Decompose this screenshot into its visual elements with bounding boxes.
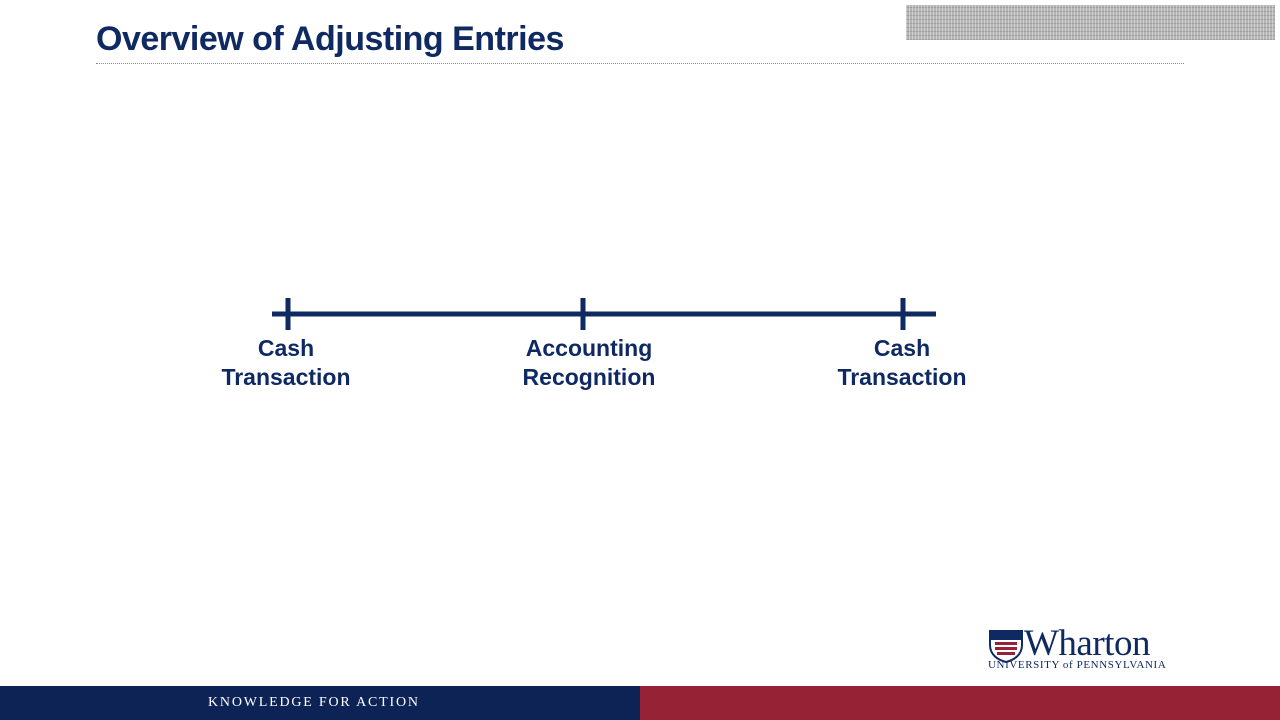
timeline-label-cash-transaction-start: Cash Transaction — [221, 335, 351, 390]
wharton-logo: Wharton UNIVERSITY of PENNSYLVANIA — [987, 624, 1192, 674]
footer-bar-navy: KNOWLEDGE FOR ACTION — [0, 686, 640, 720]
redacted-image-block — [906, 5, 1275, 40]
title-divider — [96, 63, 1184, 64]
logo-wordmark: Wharton — [1024, 623, 1150, 664]
footer-tagline: KNOWLEDGE FOR ACTION — [208, 695, 420, 710]
timeline-label-cash-transaction-end: Cash Transaction — [837, 335, 967, 390]
logo-subtitle: UNIVERSITY of PENNSYLVANIA — [988, 659, 1167, 671]
footer-bar-red — [640, 686, 1280, 720]
slide-title: Overview of Adjusting Entries — [96, 20, 564, 58]
shield-icon — [989, 630, 1023, 663]
timeline-label-accounting-recognition: Accounting Recognition — [522, 335, 656, 390]
